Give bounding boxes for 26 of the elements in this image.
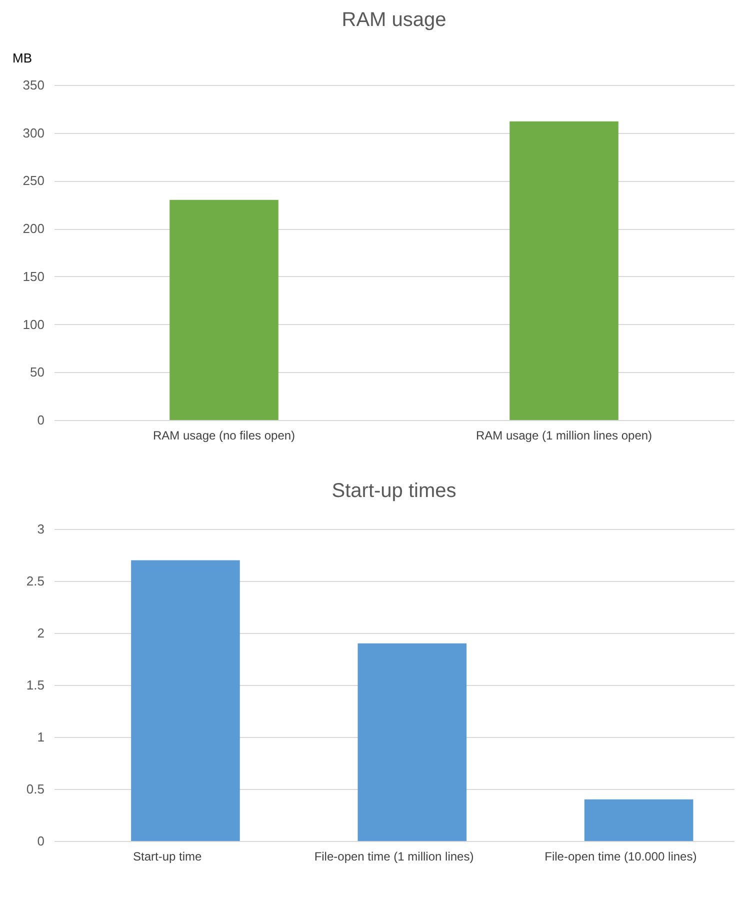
y-tick-label: 0.5 bbox=[26, 782, 44, 796]
y-tick-label: 350 bbox=[22, 78, 44, 92]
chart-title: Start-up times bbox=[332, 480, 456, 502]
y-tick-label: 100 bbox=[22, 316, 44, 332]
y-tick-label: 250 bbox=[22, 173, 44, 188]
y-tick-label: 200 bbox=[22, 221, 44, 236]
y-tick-label: 150 bbox=[22, 268, 44, 284]
bar bbox=[131, 560, 240, 841]
chart-title: RAM usage bbox=[342, 9, 446, 31]
bar bbox=[358, 643, 467, 841]
x-tick-label: File-open time (10.000 lines) bbox=[544, 850, 697, 864]
x-tick-label: RAM usage (no files open) bbox=[152, 428, 296, 442]
y-tick-label: 50 bbox=[30, 364, 44, 380]
y-tick-label: 1 bbox=[37, 730, 44, 744]
bar bbox=[584, 799, 694, 841]
y-tick-label: 0 bbox=[37, 834, 44, 848]
y-tick-label: 2.5 bbox=[26, 574, 44, 588]
y-axis-title: MB bbox=[12, 50, 32, 66]
x-tick-label: RAM usage (1 million lines open) bbox=[476, 428, 652, 442]
x-tick-label: Start-up time bbox=[132, 850, 202, 864]
x-tick-label: File-open time (1 million lines) bbox=[314, 850, 474, 864]
y-tick-label: 3 bbox=[37, 522, 44, 536]
y-tick-label: 0 bbox=[37, 412, 44, 428]
y-tick-label: 300 bbox=[22, 125, 44, 140]
y-tick-label: 2 bbox=[37, 626, 44, 640]
y-tick-label: 1.5 bbox=[26, 678, 44, 692]
